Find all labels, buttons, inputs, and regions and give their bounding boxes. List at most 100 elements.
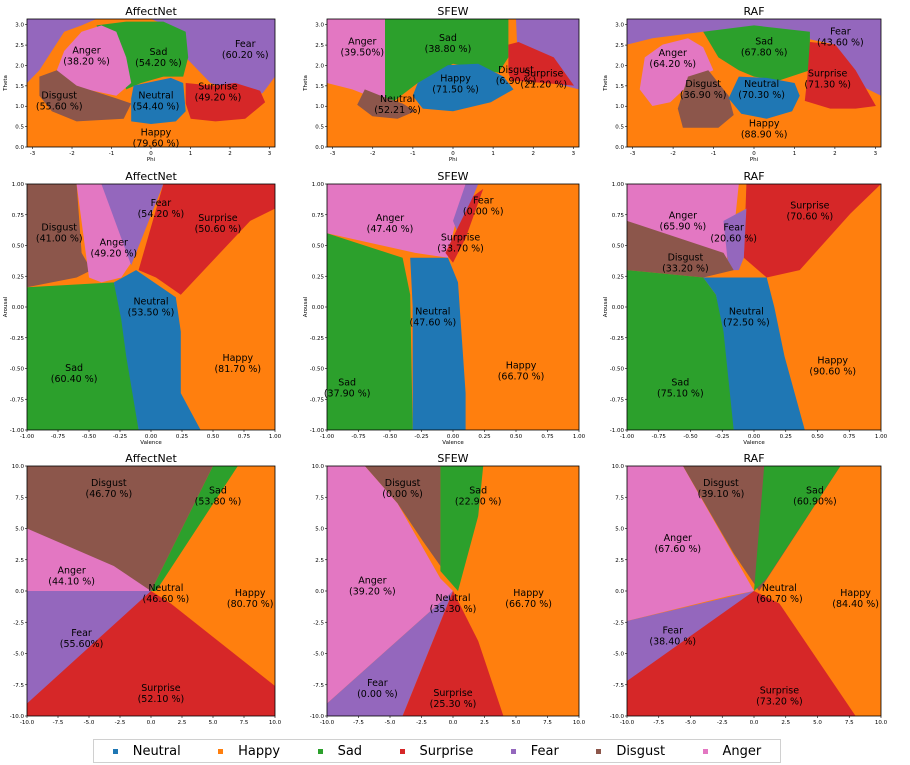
x-tick-label: 0.75	[238, 434, 251, 440]
region-value: (73.20 %)	[756, 697, 803, 708]
legend-swatch	[596, 748, 602, 754]
x-tick-label: 2.5	[480, 720, 489, 726]
x-tick-label: 0.0	[449, 720, 458, 726]
x-tick-label: -0.75	[51, 434, 66, 440]
region-surprise	[743, 184, 881, 278]
region-label: Disgust	[41, 90, 77, 101]
y-tick-label: 7.5	[15, 495, 24, 501]
region-disgust	[677, 70, 734, 128]
region-sad	[96, 21, 189, 90]
y-tick-label: -0.75	[610, 397, 625, 403]
y-tick-label: 0.0	[615, 589, 624, 595]
x-tick-label: -1	[711, 151, 716, 157]
region-surprise	[138, 184, 275, 295]
subplot-5: SFEW -1.00 -0.75 -0.50 -0.25 0.00 0.25 0.50 0.75…	[303, 170, 586, 446]
y-tick-label: 7.5	[615, 495, 624, 501]
region-value: (38.40 %)	[649, 637, 696, 648]
region-value: (39.10 %)	[698, 489, 745, 500]
region-neutral	[412, 63, 514, 112]
x-tick-label: -0.25	[715, 434, 730, 440]
x-tick-label: 0	[149, 151, 153, 157]
region-label: Happy	[817, 356, 848, 367]
legend-label: Surprise	[419, 743, 474, 759]
x-tick-label: 0.75	[541, 434, 554, 440]
region-surprise	[445, 188, 484, 263]
region-value: (22.90 %)	[455, 497, 502, 508]
region-label: Neutral	[729, 306, 764, 317]
y-axis-label: Arousal	[603, 296, 609, 317]
y-tick-label: 5.0	[615, 527, 624, 533]
region-label: Surprise	[790, 201, 829, 212]
y-tick-label: 10.0	[312, 464, 325, 470]
x-tick-label: 0.25	[478, 434, 491, 440]
region-label: Anger	[72, 46, 100, 57]
legend: Neutral Happy Sad Surprise Fear Disgust Anger	[93, 739, 781, 763]
region-label: Disgust	[498, 65, 534, 76]
region-value: (50.60 %)	[195, 224, 242, 235]
region-value: (81.70 %)	[214, 364, 261, 375]
region-label: Happy	[749, 119, 780, 130]
region-value: (44.10 %)	[48, 577, 95, 588]
region-label: Surprise	[198, 213, 237, 224]
subplot-9: RAF -10.0 -7.5 -5.0 -2.5 0.0 2.5 5.0 7.5 10.0 -10.…	[610, 452, 888, 726]
y-tick-label: 0.0	[315, 145, 324, 151]
region-value: (66.70 %)	[498, 372, 545, 383]
x-tick-label: -2.5	[717, 720, 728, 726]
subplot-1: AffectNet -3 -2 -1 0 1 2 3 0.0 0.5 1.0 1.5 2.0 2.5 3.0…	[3, 5, 276, 163]
region-neutral	[728, 76, 800, 119]
region-sad	[440, 466, 484, 591]
region-value: (43.60 %)	[817, 37, 864, 48]
region-value: (38.20 %)	[63, 57, 110, 68]
y-tick-label: -0.75	[310, 397, 325, 403]
x-tick-label: 10.0	[269, 720, 282, 726]
region-surprise	[27, 591, 275, 716]
legend-swatch	[510, 748, 516, 754]
y-tick-label: 3.0	[15, 23, 24, 29]
subplot-title: SFEW	[437, 170, 468, 183]
region-label: Anger	[100, 238, 128, 249]
region-surprise	[402, 591, 504, 716]
x-tick-label: -3	[330, 151, 336, 157]
region-label: Happy	[440, 74, 471, 85]
y-tick-label: 2.0	[315, 63, 324, 69]
region-value: (60.70 %)	[756, 594, 803, 605]
region-fear	[453, 184, 479, 234]
region-value: (20.60 %)	[710, 234, 757, 245]
region-value: (52.21 %)	[374, 105, 421, 116]
region-label: Disgust	[41, 223, 77, 234]
region-label: Sad	[671, 378, 689, 389]
subplot-6: RAF -1.00 -0.75 -0.50 -0.25 0.00 0.25 0.50 0.75 1…	[603, 170, 888, 446]
subplot-title: AffectNet	[125, 170, 177, 183]
legend-swatch	[218, 748, 224, 754]
y-tick-label: 1.00	[612, 182, 625, 188]
x-tick-label: -5.0	[685, 720, 696, 726]
legend-label: Neutral	[132, 743, 181, 759]
x-tick-label: -0.75	[652, 434, 667, 440]
y-tick-label: 1.5	[315, 84, 324, 90]
y-tick-label: 0.00	[612, 305, 625, 311]
region-value: (0.00 %)	[357, 689, 398, 700]
region-label: Neutral	[762, 583, 797, 594]
region-anger	[27, 528, 151, 591]
x-tick-label: -1	[410, 151, 415, 157]
region-label: Anger	[348, 37, 376, 48]
region-value: (90.60 %)	[809, 367, 856, 378]
region-value: (55.60%)	[60, 639, 104, 650]
region-value: (65.90 %)	[660, 221, 707, 232]
y-tick-label: 1.5	[15, 84, 24, 90]
x-tick-label: -2.5	[416, 720, 427, 726]
x-tick-label: 10.0	[573, 720, 586, 726]
y-tick-label: 1.0	[615, 104, 624, 110]
x-axis-label: Valence	[743, 440, 765, 446]
y-tick-label: 3.0	[315, 23, 324, 29]
figure: AffectNet -3 -2 -1 0 1 2 3 0.0 0.5 1.0 1.5 2.0 2.5 3.0…	[3, 5, 888, 726]
region-value: (54.20 %)	[138, 209, 185, 220]
x-tick-label: 0.0	[750, 720, 759, 726]
region-value: (25.30 %)	[430, 699, 477, 710]
region-value: (71.30 %)	[804, 80, 851, 91]
x-tick-label: 0.00	[748, 434, 761, 440]
y-tick-label: 2.0	[615, 63, 624, 69]
y-tick-label: -7.5	[613, 683, 624, 689]
region-value: (75.10 %)	[657, 389, 704, 400]
region-value: (49.20 %)	[195, 92, 242, 103]
